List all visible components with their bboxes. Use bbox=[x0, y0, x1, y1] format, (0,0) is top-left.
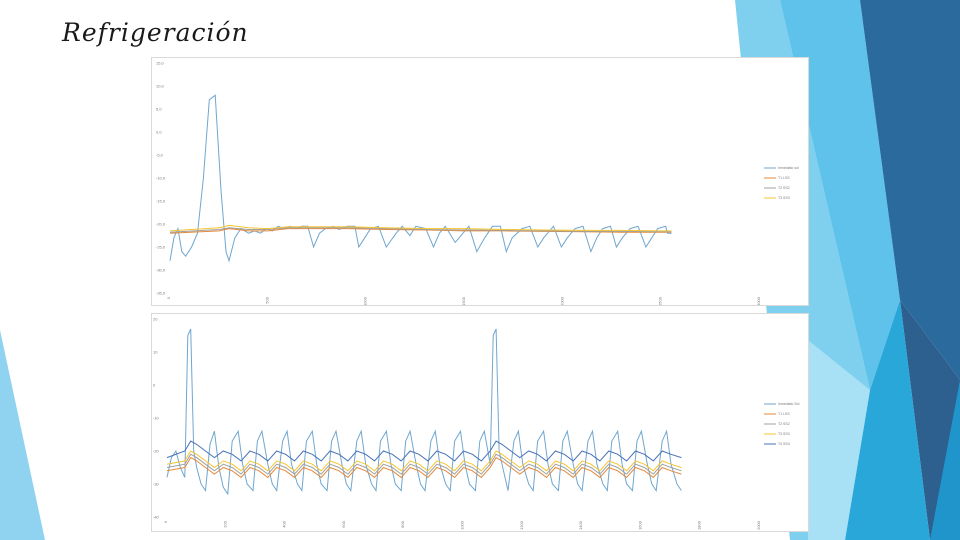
x-tick-label: 2000 bbox=[559, 296, 564, 305]
legend-label: T2 SS2 bbox=[778, 422, 790, 426]
chart-top-svg: 15,0 10,0 5,0 0,0 -5,0 -10,0 -15,0 -20,0 -25,0 -3… bbox=[156, 61, 799, 306]
x-tick-label: 1600 bbox=[637, 520, 642, 530]
y-tick-label: -5,0 bbox=[156, 153, 164, 158]
x-tick-label: 0 bbox=[166, 296, 171, 299]
deco-mid-band bbox=[780, 0, 900, 390]
slide-title: Refrigeración bbox=[62, 18, 249, 47]
series-line-2 bbox=[166, 456, 682, 479]
series-line-1 bbox=[166, 328, 682, 496]
y-tick-label: 10,0 bbox=[156, 84, 165, 89]
x-tick-label: 1000 bbox=[363, 296, 368, 305]
deco-bright-band bbox=[845, 300, 930, 540]
deco-right-bright bbox=[930, 380, 960, 540]
y-tick-label: -10,0 bbox=[156, 176, 166, 181]
y-tick-label: 20 bbox=[153, 317, 158, 322]
legend-label: T1 LSS bbox=[778, 176, 790, 180]
x-tick-label: 600 bbox=[341, 520, 346, 527]
legend-label: T3 SS3 bbox=[778, 196, 790, 200]
x-tick-label: 2500 bbox=[658, 296, 663, 305]
x-tick-label: 1000 bbox=[460, 520, 465, 530]
chart-bottom: 20 10 0 -10 -20 -30 -40 0 200 400 600 800 1000 1200 14… bbox=[151, 313, 809, 532]
x-tick-label: 800 bbox=[400, 520, 405, 527]
y-tick-label: 0 bbox=[153, 383, 156, 388]
chart-top: 15,0 10,0 5,0 0,0 -5,0 -10,0 -15,0 -20,0 -25,0 -3… bbox=[151, 57, 809, 306]
legend-label: T3 SS3 bbox=[778, 432, 790, 436]
x-tick-label: 1200 bbox=[519, 520, 524, 530]
series-line-3 bbox=[166, 453, 682, 475]
x-tick-label: 200 bbox=[222, 520, 227, 527]
y-tick-label: 5,0 bbox=[156, 107, 162, 112]
deco-left-strip bbox=[0, 330, 45, 540]
legend-label: T1 LSS bbox=[778, 412, 790, 416]
series-line-5 bbox=[166, 440, 682, 462]
y-tick-label: -20,0 bbox=[156, 222, 166, 227]
x-tick-label: 400 bbox=[282, 520, 287, 527]
legend-label: Inmediato sol bbox=[778, 166, 799, 170]
x-tick-label: 1500 bbox=[461, 296, 466, 305]
x-tick-label: 0 bbox=[163, 520, 168, 523]
x-tick-label: 1800 bbox=[697, 520, 702, 530]
x-tick-label: 1400 bbox=[578, 520, 583, 530]
y-tick-label: 0,0 bbox=[156, 130, 162, 135]
y-tick-label: -25,0 bbox=[156, 245, 166, 250]
deco-dark-band bbox=[860, 0, 960, 380]
legend-label: T2 SS2 bbox=[778, 186, 790, 190]
series-line-3 bbox=[169, 227, 672, 233]
y-tick-label: -20 bbox=[153, 449, 160, 454]
y-tick-label: 15,0 bbox=[156, 61, 165, 66]
series-line-4 bbox=[169, 224, 672, 232]
y-tick-label: -40 bbox=[153, 515, 160, 520]
series-line-4 bbox=[166, 450, 682, 472]
legend-label: Inmediato Sol bbox=[778, 402, 800, 406]
series-line-1 bbox=[169, 94, 672, 263]
y-tick-label: -35,0 bbox=[156, 291, 166, 296]
y-tick-label: 10 bbox=[153, 350, 158, 355]
x-tick-label: 500 bbox=[264, 296, 269, 303]
y-tick-label: -15,0 bbox=[156, 199, 166, 204]
series-line-2 bbox=[169, 228, 672, 234]
legend-label: T4 SS4 bbox=[778, 442, 790, 446]
deco-sky-band bbox=[808, 340, 870, 540]
y-tick-label: -30,0 bbox=[156, 268, 166, 273]
y-tick-label: -30 bbox=[153, 482, 160, 487]
x-tick-label: 3000 bbox=[756, 296, 761, 305]
x-tick-label: 2000 bbox=[756, 520, 761, 530]
y-tick-label: -10 bbox=[153, 416, 160, 421]
